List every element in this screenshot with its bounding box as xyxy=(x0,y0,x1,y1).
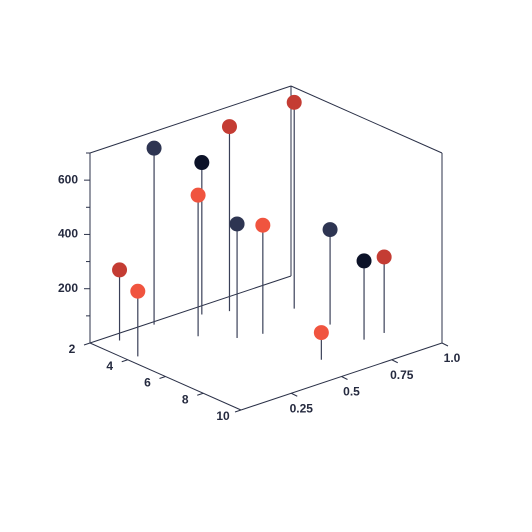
markers xyxy=(112,94,392,341)
data-point xyxy=(229,216,245,232)
y-tick-label: 0.25 xyxy=(290,401,314,415)
data-point xyxy=(130,283,146,299)
top-left-edge xyxy=(89,85,292,154)
data-point xyxy=(376,249,392,265)
data-point xyxy=(194,155,210,171)
y-tick-label: 0.75 xyxy=(390,368,414,382)
x-tick-mark xyxy=(234,409,242,413)
y-tick-mark xyxy=(391,359,398,364)
y-tick-mark xyxy=(441,342,449,347)
data-point xyxy=(221,119,237,135)
x-tick-label: 8 xyxy=(182,392,189,406)
data-point xyxy=(255,217,271,233)
data-point xyxy=(313,325,329,341)
y-tick-mark xyxy=(291,392,298,397)
data-point xyxy=(322,222,338,238)
x-tick-mark xyxy=(197,392,204,396)
x-tick-label: 10 xyxy=(216,409,230,423)
top-right-edge xyxy=(290,85,443,154)
x-tick-mark xyxy=(159,376,166,379)
z-tick-label: 600 xyxy=(58,172,78,186)
y-tick-label: 1.0 xyxy=(444,351,461,365)
y-tick-mark xyxy=(341,376,348,380)
x-tick-label: 6 xyxy=(144,376,151,390)
x-tick-label: 2 xyxy=(69,342,76,356)
data-point xyxy=(356,253,372,269)
floor-back-left-edge xyxy=(89,275,292,344)
x-tick-mark xyxy=(83,342,91,346)
axis-ticks: 2 4 6 8 10 0.25 0.5 0.75 1.0 200 400 600 xyxy=(58,152,461,423)
data-point xyxy=(146,140,162,156)
z-tick-label: 200 xyxy=(58,281,78,295)
data-point xyxy=(286,94,302,110)
x-tick-mark xyxy=(121,359,128,363)
z-tick-label: 400 xyxy=(58,227,78,241)
y-tick-label: 0.5 xyxy=(343,385,360,399)
axes-box xyxy=(89,85,443,411)
x-tick-label: 4 xyxy=(106,359,113,373)
stems xyxy=(118,102,385,360)
data-point xyxy=(112,262,128,278)
data-point xyxy=(190,187,206,203)
